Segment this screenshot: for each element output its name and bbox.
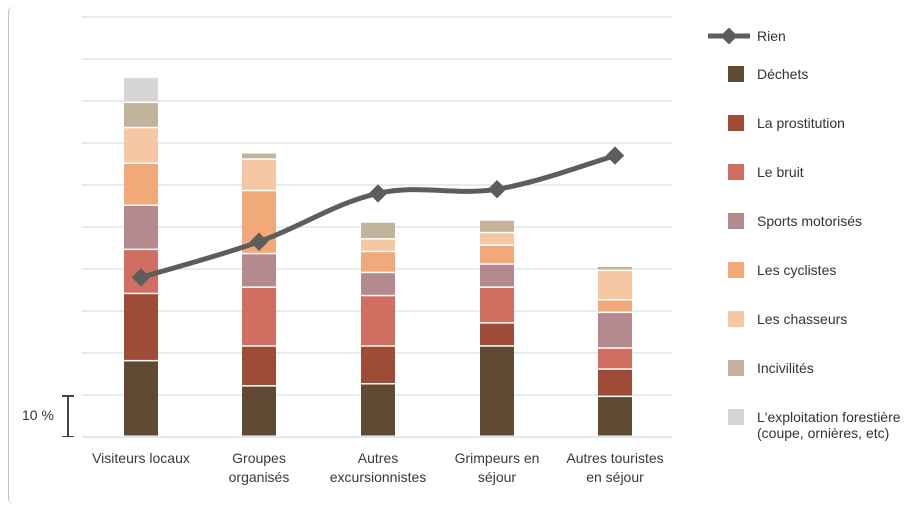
legend-label: Les cyclistes — [757, 262, 837, 278]
bar-segment — [480, 323, 514, 346]
legend-label: Sports motorisés — [757, 213, 863, 229]
bar-segment — [598, 271, 632, 299]
bar-segment — [598, 300, 632, 312]
legend-label: Le bruit — [757, 164, 804, 180]
bar-segment — [242, 346, 276, 386]
legend-label: Incivilités — [757, 360, 814, 376]
bar-segment — [480, 287, 514, 323]
bar-segment — [480, 220, 514, 232]
bar-segment — [361, 252, 395, 272]
legend-label: La prostitution — [757, 115, 845, 131]
legend-label: Déchets — [757, 66, 809, 82]
bar-segment — [598, 369, 632, 396]
bar-segment — [124, 128, 158, 163]
x-tick-label: Autres touristes en séjour — [566, 450, 664, 485]
x-tick-label: Groupes organisés — [228, 450, 290, 485]
bar-segment — [124, 103, 158, 127]
bar-segment — [124, 77, 158, 102]
bar-segment — [480, 346, 514, 436]
bar-segment — [242, 254, 276, 287]
bar-segment — [242, 287, 276, 346]
bar-segment — [480, 264, 514, 287]
line-rien — [131, 146, 625, 287]
line-point-rien — [249, 232, 269, 251]
line-point-rien — [487, 180, 507, 199]
bar-segment — [242, 159, 276, 190]
legend-swatch — [728, 164, 744, 180]
bar-segment — [361, 239, 395, 251]
scale-bar — [62, 395, 74, 437]
x-tick-label: Visiteurs locaux — [92, 450, 190, 466]
bar-segment — [361, 222, 395, 239]
bar-segment — [124, 361, 158, 436]
bar-segment — [124, 206, 158, 249]
line-point-rien — [605, 146, 625, 165]
bar-segment — [124, 294, 158, 360]
frame-border — [8, 6, 15, 504]
bar-segment — [361, 273, 395, 295]
bar-segment — [361, 384, 395, 436]
bar-segment — [480, 245, 514, 264]
bar-segment — [361, 296, 395, 346]
bar-segment — [124, 164, 158, 205]
bar-segment — [598, 313, 632, 348]
legend-label: Les chasseurs — [757, 311, 848, 327]
legend-swatch — [728, 409, 744, 425]
legend-swatch — [728, 115, 744, 131]
scale-label: 10 % — [22, 407, 54, 423]
bar-segment — [361, 346, 395, 383]
legend-label: L'exploitation forestière (coupe, ornièr… — [757, 409, 901, 441]
bar-segment — [598, 348, 632, 369]
bar-segment — [242, 386, 276, 436]
legend-swatch — [728, 311, 744, 327]
x-tick-label: Autres excursionnistes — [329, 450, 427, 485]
x-tick-label: Grimpeurs en séjour — [454, 450, 540, 485]
gridlines — [82, 16, 672, 438]
bar-segment — [598, 397, 632, 436]
legend-swatch — [728, 262, 744, 278]
legend-swatch — [728, 213, 744, 229]
legend-label: Rien — [757, 28, 786, 44]
legend-swatch — [728, 360, 744, 376]
bar-segment — [480, 233, 514, 245]
legend-swatch — [728, 66, 744, 82]
legend-swatch-line — [708, 28, 750, 44]
bar-segment — [598, 266, 632, 270]
line-point-rien — [368, 184, 388, 203]
stacked-bars — [124, 77, 632, 436]
bar-segment — [242, 153, 276, 159]
line-point-rien — [131, 268, 151, 287]
